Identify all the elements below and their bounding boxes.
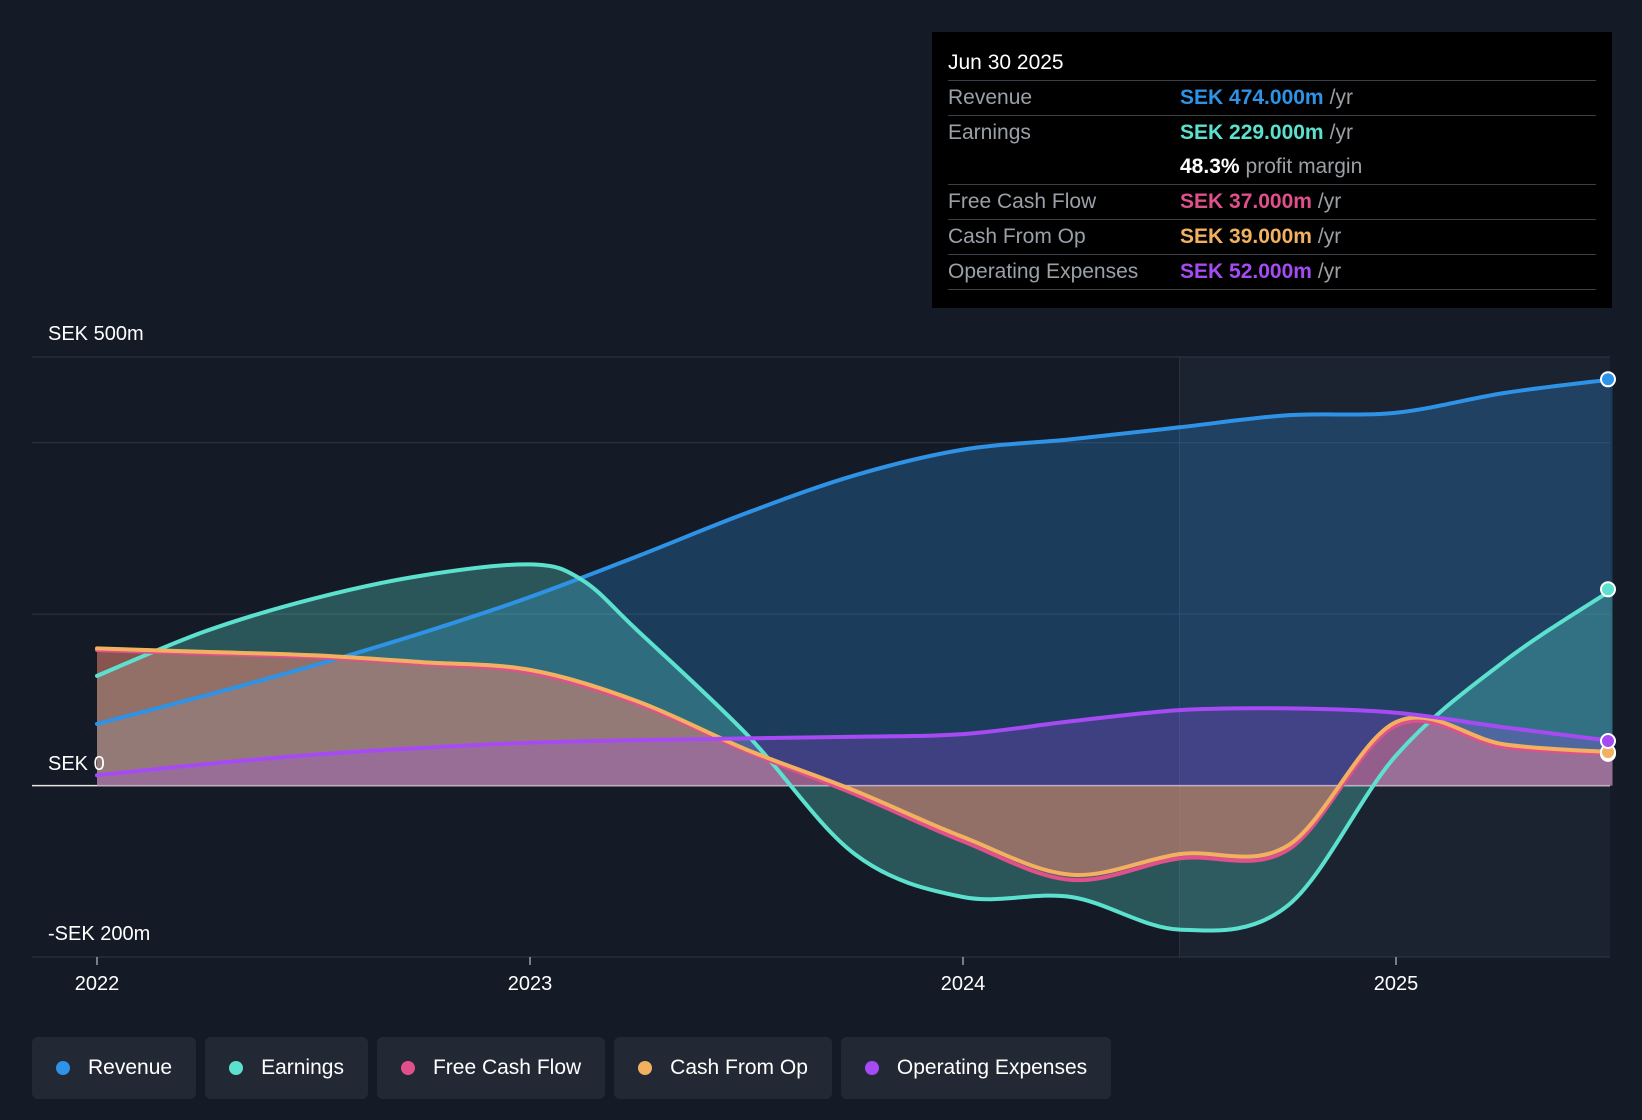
tooltip-row-earnings: Earnings SEK 229.000m /yr <box>948 116 1596 150</box>
legend-label: Cash From Op <box>670 1056 808 1079</box>
tooltip-value: 48.3% <box>1180 155 1240 178</box>
tooltip-label: Cash From Op <box>948 225 1086 248</box>
tooltip-label: Revenue <box>948 86 1033 109</box>
tooltip-label: Operating Expenses <box>948 260 1139 283</box>
area-operating-expenses <box>97 708 1613 786</box>
endpoint-revenue[interactable] <box>1600 371 1616 388</box>
x-tick-label: 2023 <box>508 973 553 995</box>
tooltip-value: SEK 229.000m <box>1180 121 1324 144</box>
tooltip-row-cfo: Cash From Op SEK 39.000m /yr <box>948 220 1596 255</box>
legend: Revenue Earnings Free Cash Flow Cash Fro… <box>32 1037 1120 1099</box>
tooltip-date: Jun 30 2025 <box>948 46 1596 81</box>
legend-item-earnings[interactable]: Earnings <box>205 1037 368 1099</box>
legend-dot-icon <box>56 1061 70 1075</box>
legend-label: Free Cash Flow <box>432 1056 582 1079</box>
legend-dot-icon <box>400 1061 415 1075</box>
tooltip-label <box>948 150 1180 184</box>
tooltip-row-margin: 48.3% profit margin <box>948 150 1596 185</box>
line-earnings <box>95 562 1615 933</box>
series-lines <box>95 377 1615 933</box>
x-tick-label: 2025 <box>1374 973 1419 995</box>
tooltip-row-opex: Operating Expenses SEK 52.000m /yr <box>948 255 1596 290</box>
legend-item-operating-expenses[interactable]: Operating Expenses <box>840 1037 1112 1099</box>
line-cash-from-op <box>95 646 1615 877</box>
chart-area: SEK 500m SEK 0 -SEK 200m 2022 2023 2024 202… <box>32 323 1616 995</box>
tooltip-row-revenue: Revenue SEK 474.000m /yr <box>948 81 1596 116</box>
legend-item-revenue[interactable]: Revenue <box>32 1037 197 1099</box>
y-label-zero: SEK 0 <box>48 753 105 775</box>
x-tick-label: 2022 <box>75 973 120 995</box>
tooltip-value: SEK 474.000m <box>1180 86 1324 109</box>
x-axis: 2022 2023 2024 2025 <box>75 957 1419 995</box>
legend-dot-icon <box>638 1061 653 1075</box>
tooltip-value: SEK 37.000m <box>1180 190 1312 213</box>
legend-dot-icon <box>864 1061 879 1075</box>
tooltip-unit: /yr <box>1317 190 1342 213</box>
tooltip-label: Earnings <box>948 121 1031 144</box>
tooltip-unit: /yr <box>1317 225 1342 248</box>
series-areas <box>97 379 1613 931</box>
area-earnings <box>97 564 1613 931</box>
x-tick-label: 2024 <box>941 973 986 995</box>
tooltip-label: Free Cash Flow <box>948 190 1097 213</box>
legend-label: Operating Expenses <box>896 1056 1088 1079</box>
tooltip-unit: /yr <box>1317 260 1342 283</box>
tooltip-value: SEK 52.000m <box>1180 260 1312 283</box>
endpoint-operating-expenses[interactable] <box>1600 733 1616 749</box>
area-free-cash-flow <box>97 650 1613 881</box>
y-label-bottom: -SEK 200m <box>48 923 150 945</box>
tooltip-panel: Jun 30 2025 Revenue SEK 474.000m /yr Ear… <box>932 32 1612 308</box>
series-endpoints <box>1600 371 1616 762</box>
tooltip-value: SEK 39.000m <box>1180 225 1312 248</box>
area-revenue <box>97 379 1613 786</box>
tooltip-row-fcf: Free Cash Flow SEK 37.000m /yr <box>948 185 1596 220</box>
line-operating-expenses <box>95 706 1615 778</box>
legend-item-cash-from-op[interactable]: Cash From Op <box>614 1037 832 1099</box>
tooltip-unit: /yr <box>1329 86 1353 109</box>
legend-label: Revenue <box>88 1056 173 1079</box>
area-cash-from-op <box>97 648 1613 876</box>
legend-dot-icon <box>229 1061 244 1075</box>
tooltip-unit: /yr <box>1329 121 1353 144</box>
legend-label: Earnings <box>261 1056 344 1079</box>
y-label-top: SEK 500m <box>48 323 144 345</box>
legend-item-free-cash-flow[interactable]: Free Cash Flow <box>376 1037 606 1099</box>
endpoint-earnings[interactable] <box>1600 581 1616 598</box>
tooltip-unit: profit margin <box>1245 155 1363 178</box>
gridlines <box>32 356 1610 958</box>
